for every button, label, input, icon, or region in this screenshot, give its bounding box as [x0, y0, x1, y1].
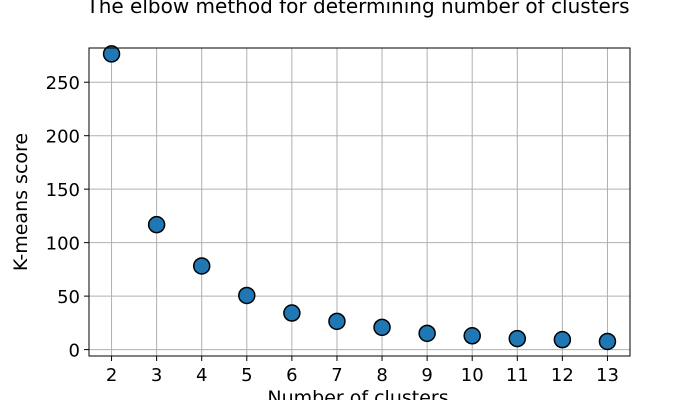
- x-tick-label: 4: [196, 365, 207, 386]
- data-point: [373, 318, 391, 337]
- x-tick-label: 11: [506, 365, 529, 386]
- x-tick-label: 2: [106, 365, 117, 386]
- data-point: [463, 327, 481, 345]
- x-tick-label: 6: [286, 365, 297, 386]
- y-tick-label: 50: [57, 287, 80, 308]
- x-tick-label: 5: [241, 365, 252, 386]
- data-points: [102, 45, 617, 351]
- data-point: [147, 215, 166, 234]
- x-tick-label: 13: [596, 365, 619, 386]
- grid-lines: [89, 48, 630, 356]
- chart-title: The elbow method for determining number …: [85, 0, 629, 18]
- x-tick-label: 10: [461, 365, 484, 386]
- data-point: [238, 286, 256, 305]
- x-axis-ticks: 2 3 4 5 6 7 8 9 10 11 12 13: [106, 356, 619, 386]
- plot-frame: [88, 47, 631, 357]
- data-point: [102, 45, 121, 63]
- data-point: [598, 332, 617, 351]
- data-point: [418, 324, 436, 343]
- y-tick-label: 0: [69, 341, 80, 362]
- x-tick-label: 3: [151, 365, 162, 386]
- y-tick-label: 100: [46, 234, 80, 255]
- x-tick-label: 9: [421, 365, 432, 386]
- x-tick-label: 7: [331, 365, 342, 386]
- x-axis-label: Number of clusters: [267, 387, 448, 400]
- x-tick-label: 8: [376, 365, 387, 386]
- x-tick-label: 12: [551, 365, 574, 386]
- data-point: [328, 312, 346, 331]
- y-axis-label: K-means score: [10, 133, 32, 271]
- data-point: [283, 304, 301, 322]
- y-tick-label: 250: [46, 73, 80, 94]
- data-point: [508, 329, 527, 348]
- data-point: [553, 330, 572, 349]
- y-axis-ticks: 0 50 100 150 200 250: [46, 73, 89, 362]
- data-point: [192, 257, 211, 275]
- y-tick-label: 200: [46, 127, 80, 148]
- y-tick-label: 150: [46, 180, 80, 201]
